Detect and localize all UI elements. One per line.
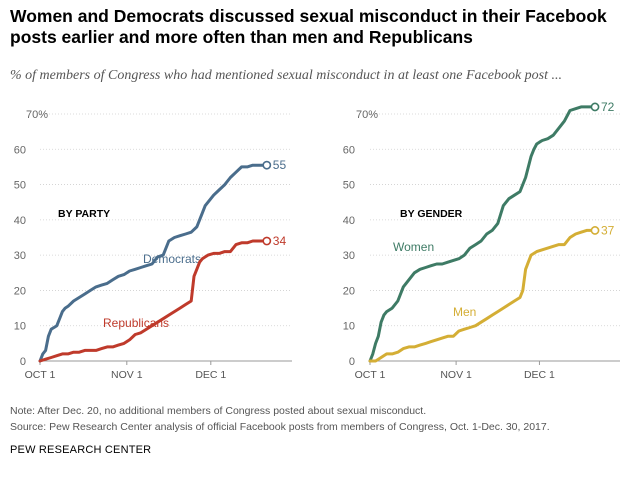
series-label: Men [453, 305, 476, 319]
y-tick-label: 60 [14, 144, 26, 156]
y-tick-label: 50 [343, 180, 355, 192]
y-tick-label: 60 [343, 144, 355, 156]
end-point-marker [262, 160, 272, 170]
y-tick-label: 40 [343, 215, 355, 227]
chart-note: Note: After Dec. 20, no additional membe… [10, 405, 427, 417]
end-point-marker [590, 102, 600, 112]
brand-footer: PEW RESEARCH CENTER [10, 444, 152, 456]
series-label: Democrats [143, 252, 201, 266]
series-line-democrats [38, 163, 269, 363]
y-tick-label: 70% [356, 109, 378, 121]
series-label: Women [393, 240, 434, 254]
x-tick-label: OCT 1 [355, 369, 386, 381]
panel-label: BY PARTY [58, 208, 110, 220]
series-line-republicans [38, 239, 269, 363]
y-tick-label: 0 [20, 356, 26, 368]
end-value-label: 55 [273, 158, 287, 172]
y-tick-label: 10 [14, 321, 26, 333]
x-tick-label: DEC 1 [524, 369, 555, 381]
chart-title: Women and Democrats discussed sexual mis… [10, 6, 607, 47]
chart-subtitle: % of members of Congress who had mention… [10, 68, 563, 83]
y-tick-label: 10 [343, 321, 355, 333]
series-label: Republicans [103, 316, 169, 330]
series-line-women [368, 105, 597, 363]
series-line-men [368, 228, 597, 363]
charts-canvas: 0 10 20 30 40 50 60 70% OCT 1 NOV 1 DEC 1 BY PARTY 5… [14, 100, 620, 381]
x-tick-label: DEC 1 [195, 369, 226, 381]
x-tick-label: NOV 1 [440, 369, 472, 381]
y-tick-label: 20 [14, 285, 26, 297]
end-value-label: 72 [601, 100, 615, 114]
y-tick-label: 70% [26, 109, 48, 121]
end-value-label: 34 [273, 234, 287, 248]
panel-label: BY GENDER [400, 208, 463, 220]
end-value-label: 37 [601, 223, 615, 237]
y-tick-label: 50 [14, 180, 26, 192]
x-tick-label: NOV 1 [111, 369, 143, 381]
y-tick-label: 0 [349, 356, 355, 368]
y-tick-label: 30 [343, 250, 355, 262]
x-tick-label: OCT 1 [25, 369, 56, 381]
end-point-marker [262, 236, 272, 246]
y-tick-label: 40 [14, 215, 26, 227]
chart-source: Source: Pew Research Center analysis of … [10, 421, 550, 433]
y-tick-label: 30 [14, 250, 26, 262]
end-point-marker [590, 226, 600, 235]
y-tick-label: 20 [343, 285, 355, 297]
